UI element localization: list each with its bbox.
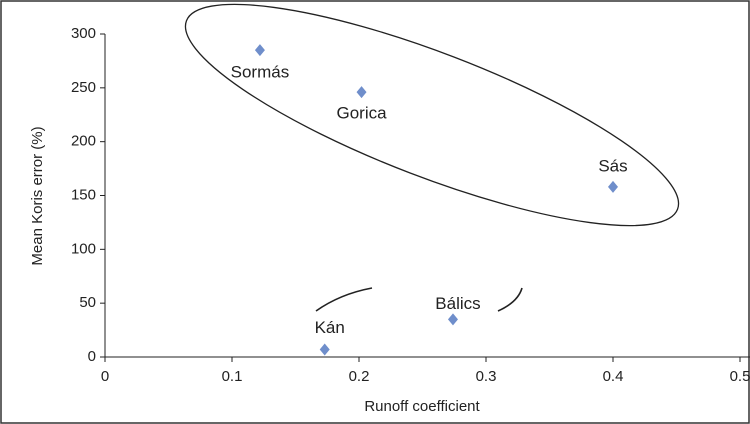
x-tick-label: 0.1 [222,368,243,385]
point-label: Sás [598,156,627,175]
y-tick-label: 0 [88,348,96,365]
point [356,86,367,99]
point-label: Bálics [435,294,480,313]
y-axis-label: Mean Koris error (%) [29,126,46,265]
y-tick-label: 300 [71,25,96,42]
x-axis-label: Runoff coefficient [364,398,480,415]
y-tick-label: 50 [79,294,96,311]
point [608,180,618,193]
y-tick-label: 150 [71,186,96,203]
y-tick-label: 200 [71,133,96,150]
point [254,44,265,57]
cluster-ellipse [184,3,680,227]
x-tick-label: 0.5 [730,368,750,385]
point-label: Sormás [231,63,290,82]
point [447,313,458,326]
point-label: Kán [315,318,345,337]
x-tick-label: 0 [101,368,109,385]
point [319,343,330,356]
x-tick-label: 0.4 [603,368,624,385]
curve [497,287,523,312]
y-tick-label: 250 [71,79,96,96]
point-label: Gorica [337,104,388,123]
y-tick-label: 100 [71,240,96,257]
curve [315,287,373,312]
x-tick-label: 0.2 [349,368,370,385]
x-tick-label: 0.3 [476,368,497,385]
